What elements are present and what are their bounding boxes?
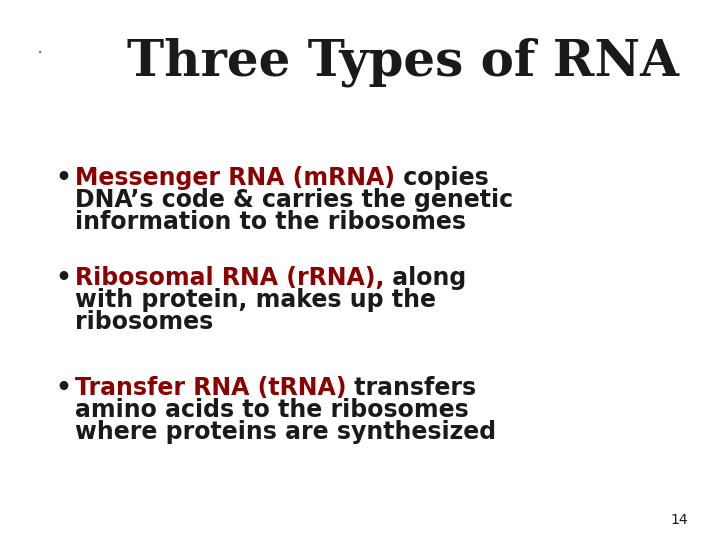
Text: Messenger RNA (mRNA): Messenger RNA (mRNA) [75,166,395,190]
Text: Three Types of RNA: Three Types of RNA [127,38,679,87]
Text: •: • [55,266,71,290]
Text: DNA’s code & carries the genetic: DNA’s code & carries the genetic [75,188,513,212]
Text: Transfer RNA (tRNA): Transfer RNA (tRNA) [75,376,346,400]
Text: 14: 14 [670,512,688,526]
Text: •: • [55,166,71,190]
Text: •: • [55,376,71,400]
Text: Ribosomal RNA (rRNA),: Ribosomal RNA (rRNA), [75,266,384,290]
Text: .: . [37,38,42,57]
Text: amino acids to the ribosomes: amino acids to the ribosomes [75,398,469,422]
Text: along: along [384,266,467,290]
Text: where proteins are synthesized: where proteins are synthesized [75,420,496,444]
Text: transfers: transfers [346,376,477,400]
Text: information to the ribosomes: information to the ribosomes [75,210,466,234]
Text: with protein, makes up the: with protein, makes up the [75,288,436,312]
Text: ribosomes: ribosomes [75,310,213,334]
Text: copies: copies [395,166,489,190]
